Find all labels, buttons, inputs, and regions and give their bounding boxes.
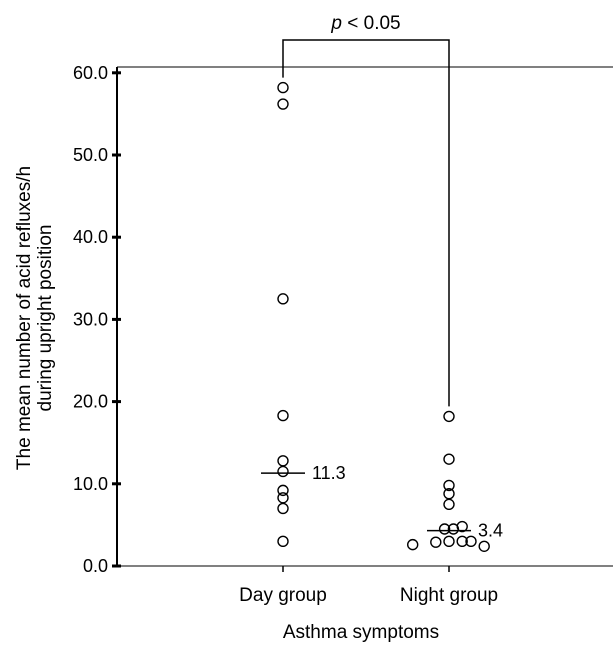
bracket-line — [282, 39, 450, 407]
data-point — [277, 98, 289, 110]
data-point — [478, 540, 490, 552]
y-tick-label: 50.0 — [73, 145, 108, 165]
y-tick-label: 40.0 — [73, 227, 108, 247]
p-value-label: p < 0.05 — [330, 13, 400, 34]
data-point — [277, 81, 289, 94]
mean-markers: 11.3 3.4 — [261, 463, 503, 541]
data-point — [277, 465, 289, 478]
data-point — [456, 520, 468, 533]
data-point — [443, 453, 455, 465]
y-axis-label: The mean number of acid refluxes/hduring… — [14, 166, 56, 470]
data-point — [277, 293, 289, 305]
data-point — [443, 498, 455, 511]
data-point — [438, 523, 451, 535]
data-point — [277, 535, 289, 548]
y-ticks: 0.0 10.0 20.0 30.0 40.0 50.0 60.0 — [73, 63, 121, 576]
x-ticks: Day group Night group — [239, 566, 498, 606]
data-point — [443, 479, 455, 492]
data-point — [443, 535, 455, 548]
x-tick-label: Day group — [239, 585, 327, 606]
data-points — [277, 81, 490, 552]
data-point — [277, 455, 289, 467]
data-point — [277, 502, 289, 515]
mean-label: 3.4 — [478, 521, 503, 541]
y-tick-label: 10.0 — [73, 474, 108, 494]
significance-bracket: p < 0.05 — [282, 13, 450, 407]
data-point — [430, 536, 442, 548]
data-point — [407, 538, 419, 551]
y-tick-label: 60.0 — [73, 63, 108, 83]
data-point — [443, 410, 455, 423]
x-tick-label: Night group — [400, 585, 498, 606]
x-axis-label: Asthma symptoms — [283, 622, 439, 643]
y-tick-label: 30.0 — [73, 309, 108, 329]
data-point — [277, 492, 289, 504]
y-tick-label: 20.0 — [73, 392, 108, 412]
axis-frame — [116, 66, 613, 567]
data-point — [456, 535, 468, 548]
mean-label: 11.3 — [312, 463, 346, 483]
data-point — [277, 409, 289, 422]
data-point — [465, 535, 477, 548]
y-tick-label: 0.0 — [83, 556, 108, 576]
data-point — [277, 484, 289, 497]
